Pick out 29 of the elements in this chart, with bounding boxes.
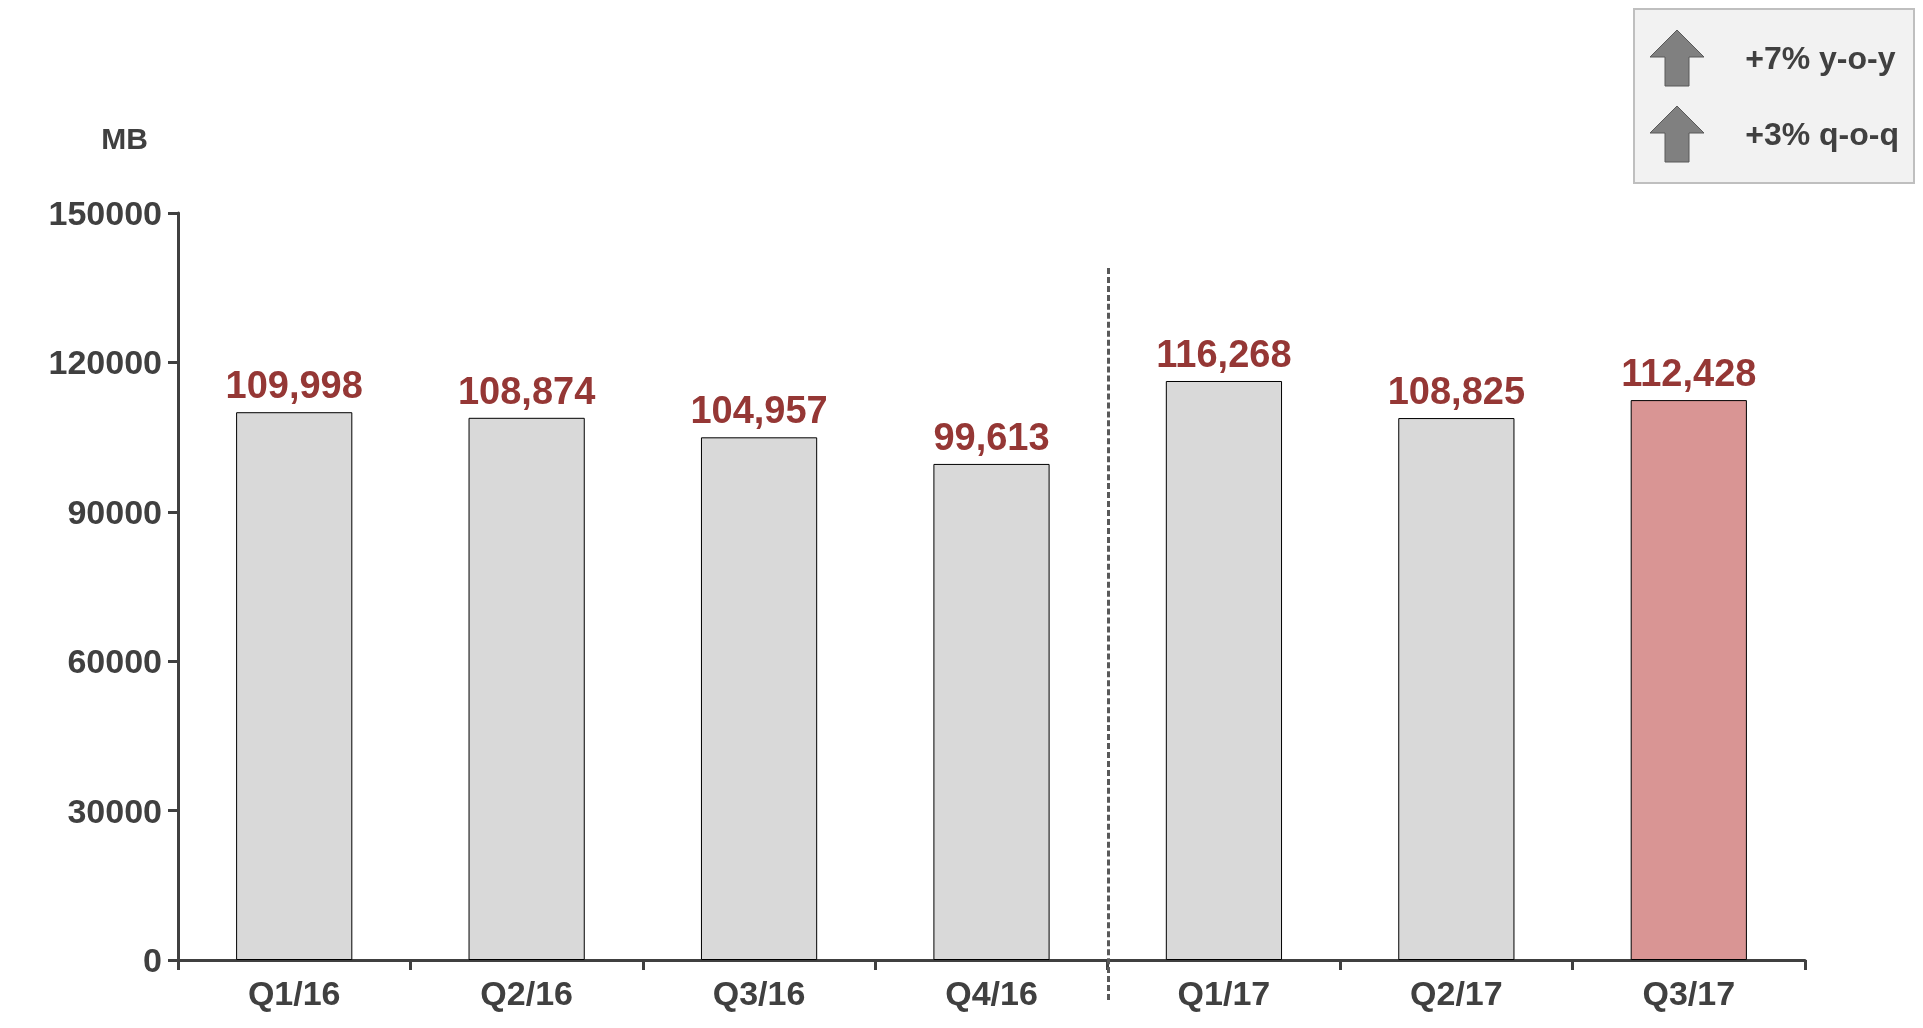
bar — [1398, 418, 1515, 960]
bar — [1165, 380, 1283, 960]
y-tick-label: 90000 — [67, 492, 162, 531]
data-label: 112,428 — [1621, 352, 1757, 395]
bar — [236, 412, 353, 960]
bar — [468, 417, 585, 960]
y-tick-label: 150000 — [48, 194, 162, 232]
bar — [933, 463, 1050, 960]
bar — [700, 437, 818, 960]
x-tick-label: Q1/17 — [1177, 974, 1271, 1012]
x-tick-label: Q1/16 — [247, 974, 341, 1012]
data-label: 104,957 — [690, 389, 828, 432]
y-tick-label: 120000 — [48, 343, 162, 382]
data-label: 108,874 — [457, 369, 596, 412]
x-tick-label: Q2/17 — [1410, 974, 1503, 1012]
data-label: 116,268 — [1156, 332, 1292, 375]
data-label: 108,825 — [1387, 370, 1526, 413]
data-label: 109,998 — [225, 364, 363, 407]
x-tick-label: Q3/17 — [1642, 974, 1736, 1012]
y-tick-label: 30000 — [67, 791, 162, 830]
note-box: +7% y-o-y +3% q-o-q — [1633, 8, 1915, 184]
x-tick-label: Q4/16 — [945, 974, 1038, 1012]
bar — [1630, 400, 1747, 960]
data-label: 99,613 — [933, 415, 1050, 458]
x-tick-label: Q3/16 — [712, 974, 806, 1012]
y-axis-title: MB — [101, 121, 148, 155]
y-tick-label: 0 — [143, 941, 162, 979]
x-tick-label: Q2/16 — [480, 974, 573, 1012]
y-tick-label: 60000 — [67, 642, 162, 681]
